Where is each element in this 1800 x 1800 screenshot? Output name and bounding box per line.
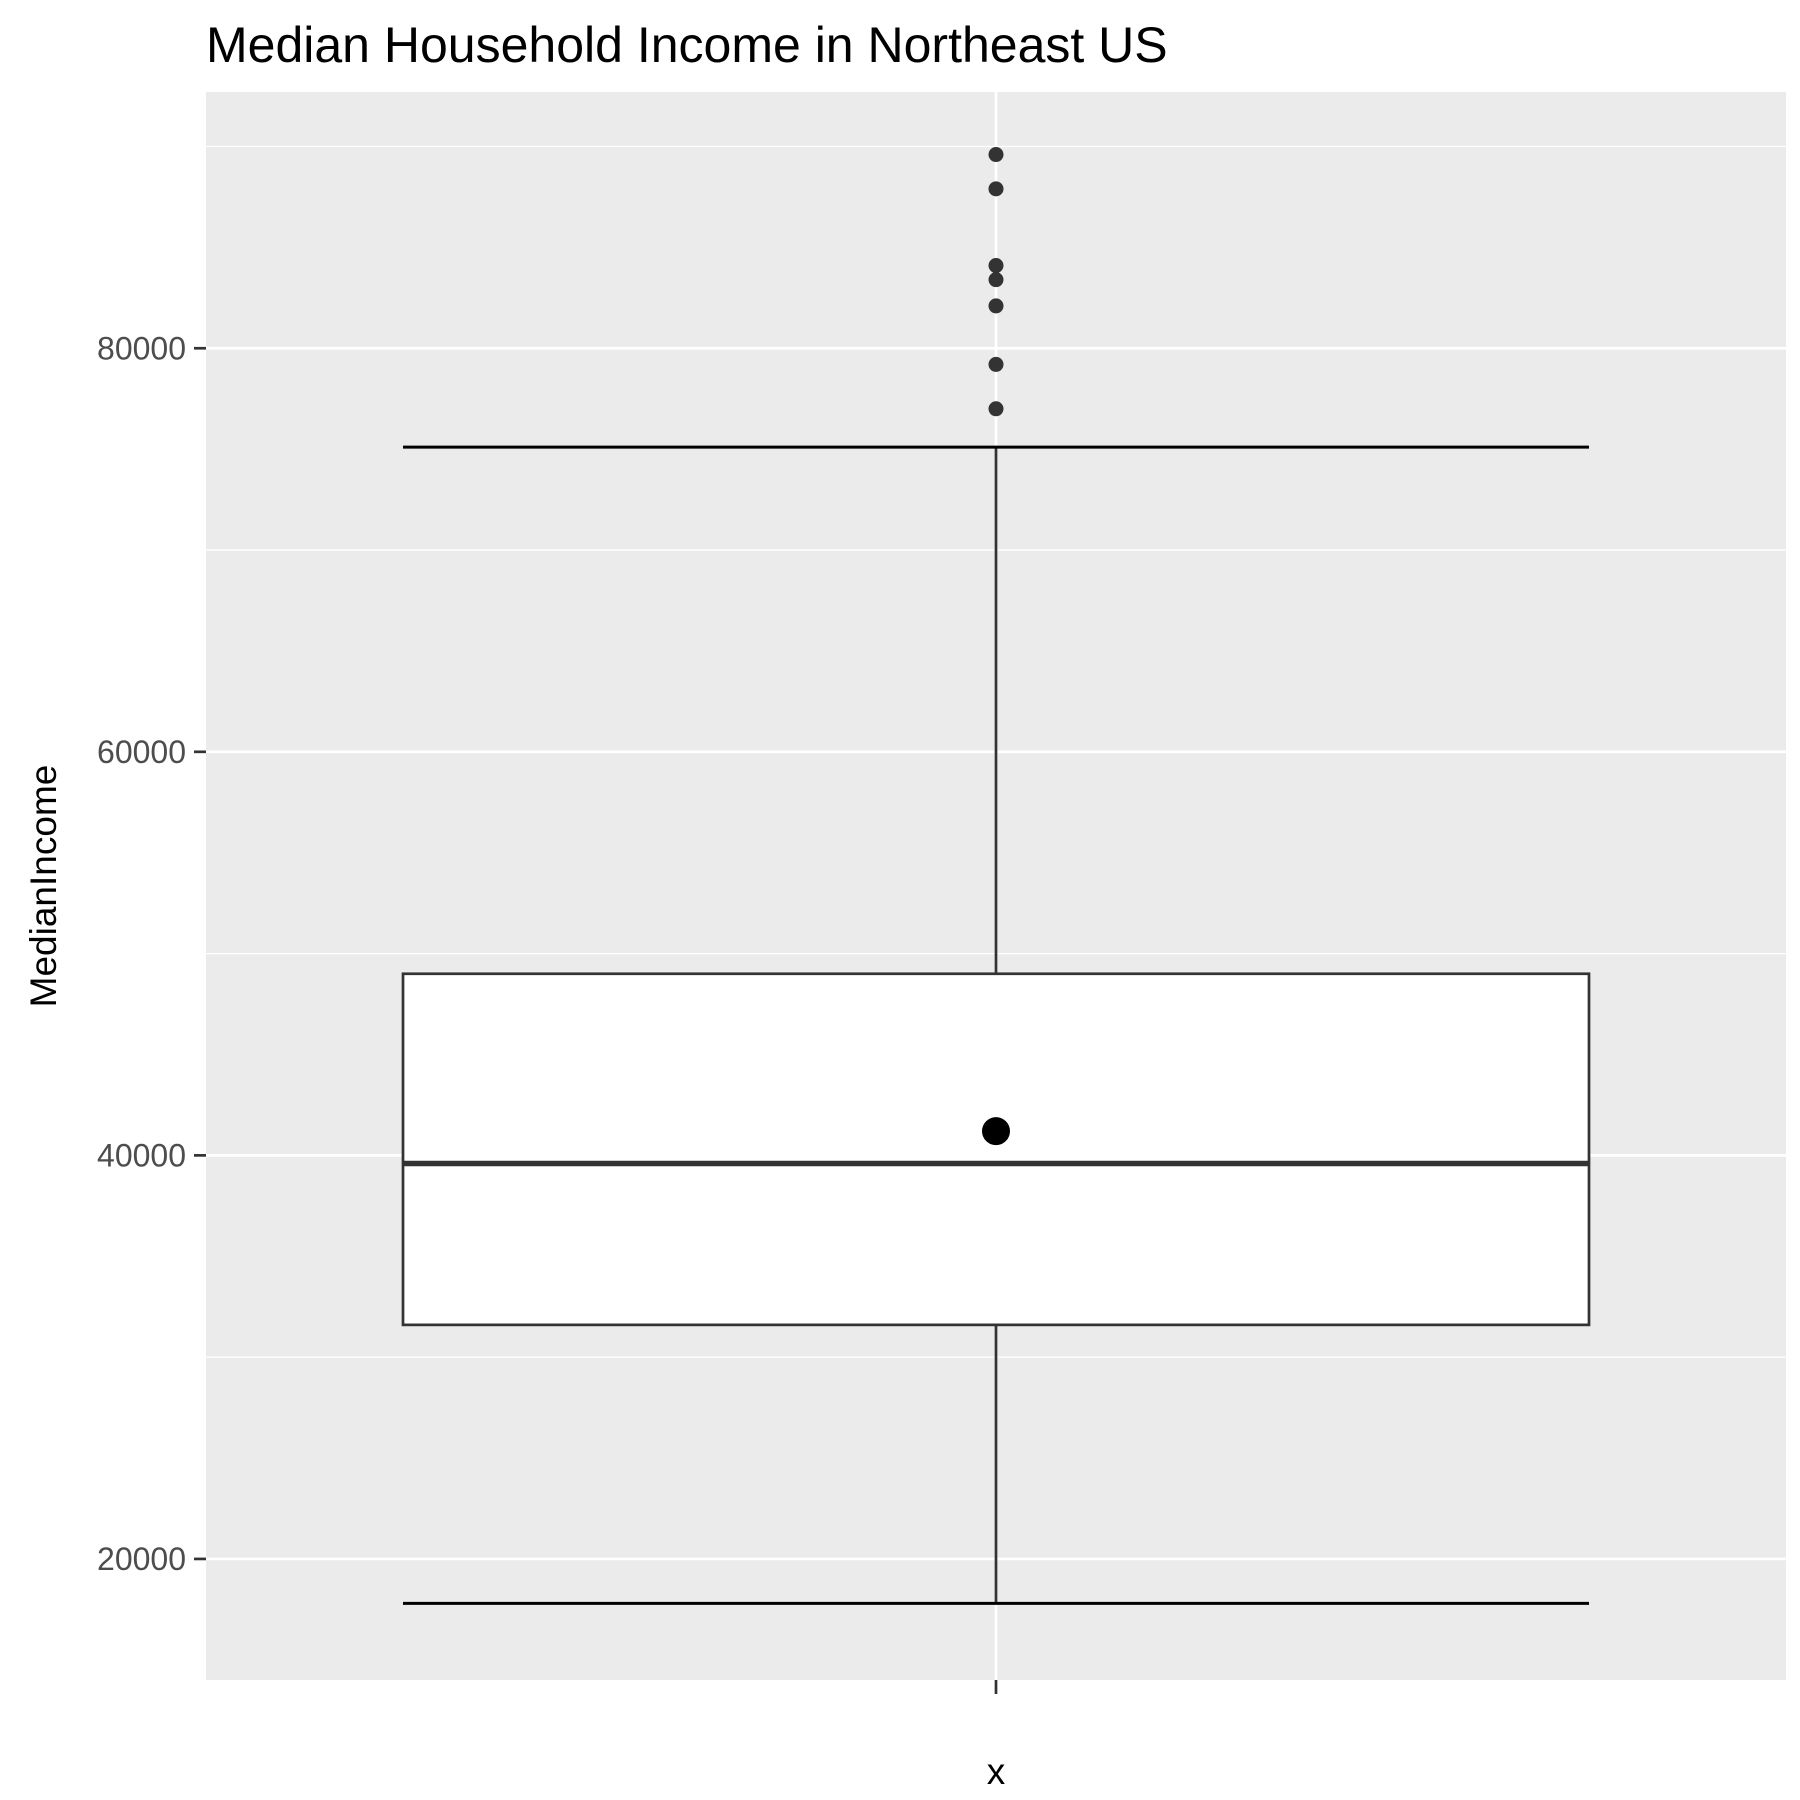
y-tick-label: 40000	[97, 1137, 186, 1173]
outlier-point	[988, 401, 1004, 417]
y-tick-label: 60000	[97, 734, 186, 770]
outlier-point	[988, 356, 1004, 372]
y-axis-title: MedianIncome	[23, 765, 64, 1008]
outlier-point	[988, 258, 1004, 274]
y-tick-label: 80000	[97, 330, 186, 366]
chart-title: Median Household Income in Northeast US	[206, 17, 1168, 73]
mean-point	[982, 1117, 1010, 1146]
outlier-point	[988, 272, 1004, 288]
y-tick-label: 20000	[97, 1541, 186, 1577]
outlier-point	[988, 298, 1004, 314]
iqr-box	[401, 972, 1591, 1327]
axes: 20000 40000 60000 80000	[97, 330, 998, 1694]
outlier-point	[988, 147, 1004, 163]
x-axis-title: x	[987, 1751, 1006, 1792]
outlier-point	[988, 181, 1004, 197]
box-group	[401, 147, 1591, 1605]
